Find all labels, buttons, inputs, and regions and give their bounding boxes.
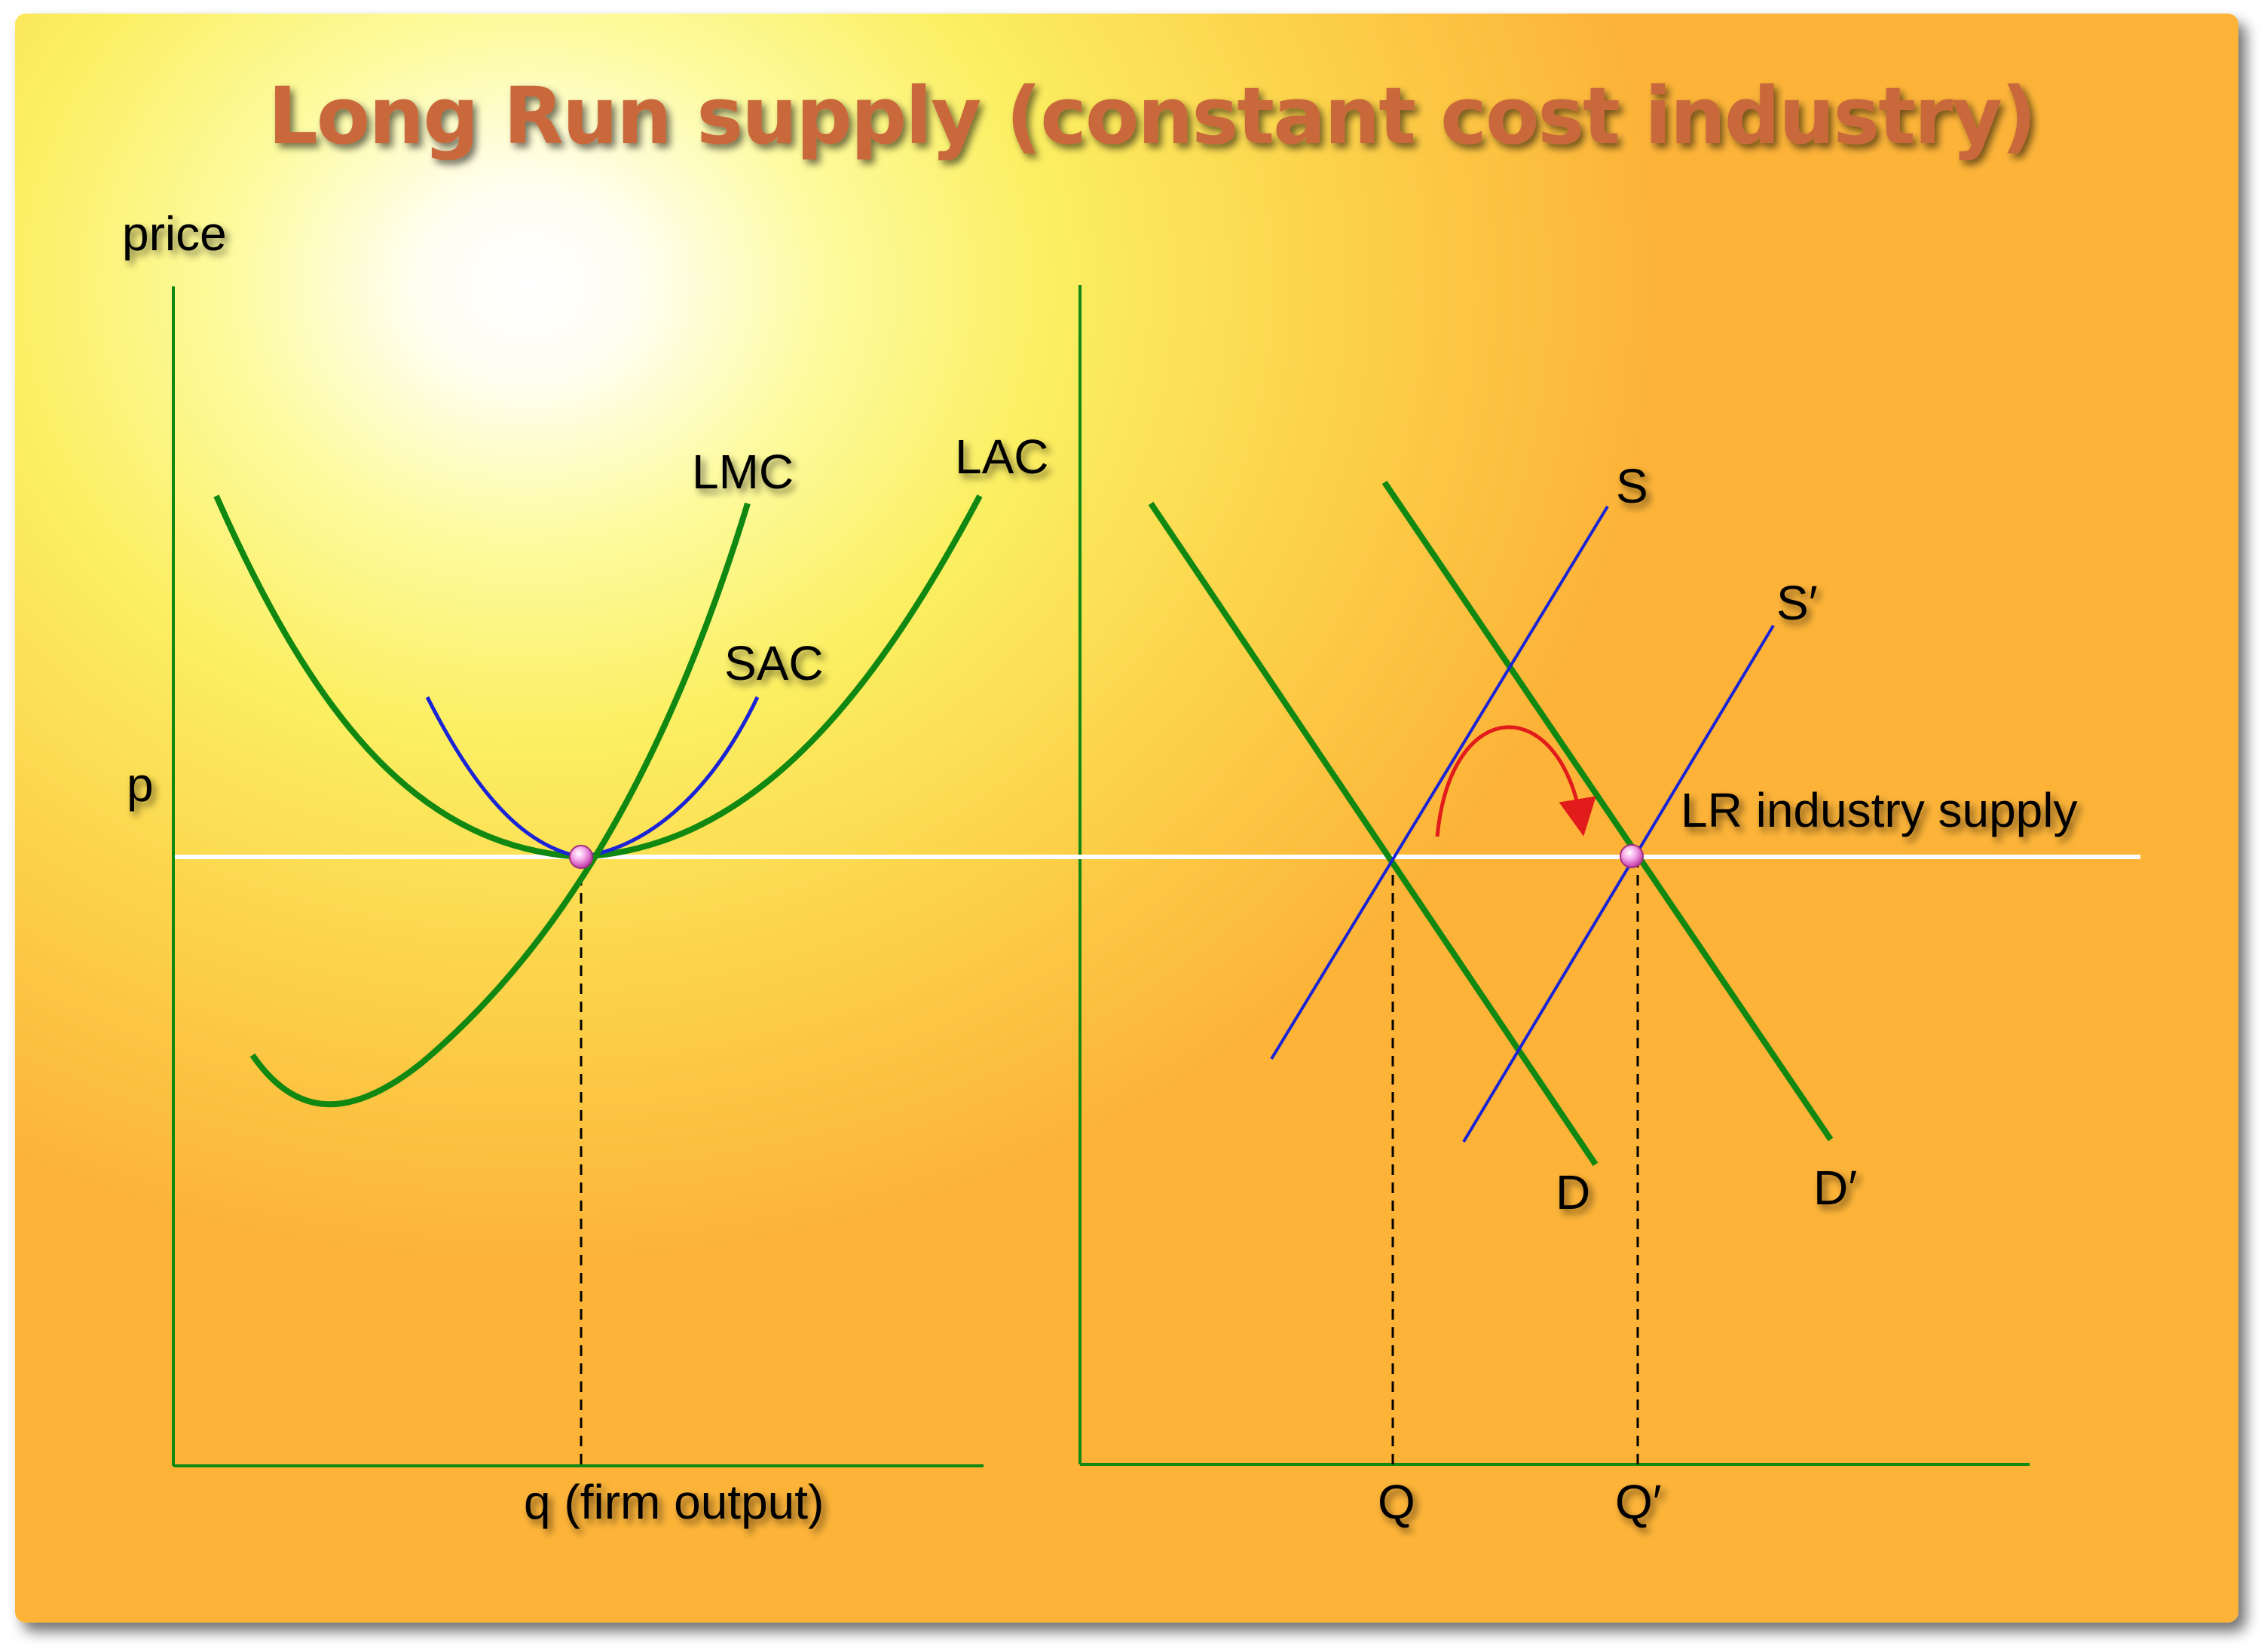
industry-q-label: Q [1378,1475,1415,1529]
industry-q-prime-label: Q′ [1615,1475,1662,1529]
industry-equilibrium-point [1620,844,1644,868]
supply-curve [1270,505,1609,1060]
lac-label: LAC [955,430,1049,484]
price-p-label: p [127,757,154,812]
sac-label: SAC [724,636,824,690]
shift-arrow [1435,725,1596,837]
demand-curve [1148,501,1599,1167]
demand-shifted-curve [1381,480,1834,1142]
lmc-curve [249,502,751,1108]
long-run-supply-diagram: Long Run supply (constant cost industry)… [122,70,2140,1529]
demand-label: D [1556,1165,1590,1219]
supply-shifted-label: S′ [1776,576,1818,630]
supply-shifted-curve [1462,624,1775,1143]
firm-equilibrium-point [569,845,593,869]
demand-shifted-label: D′ [1813,1161,1857,1215]
y-axis-label: price [122,206,227,261]
slide-background: Long Run supply (constant cost industry)… [15,14,2238,1623]
lac-curve [213,494,983,861]
diagram-title: Long Run supply (constant cost industry) [268,70,2035,162]
lr-industry-supply-label: LR industry supply [1681,783,2077,837]
supply-label: S [1616,459,1648,513]
lmc-label: LMC [692,445,794,499]
firm-x-axis-label: q (firm output) [524,1475,824,1529]
